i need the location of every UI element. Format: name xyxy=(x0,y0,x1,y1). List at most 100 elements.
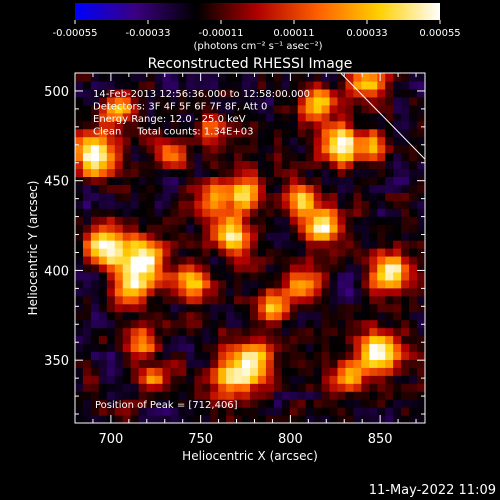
heatmap-cell xyxy=(138,248,148,257)
heatmap-cell xyxy=(106,359,116,368)
heatmap-cell xyxy=(265,152,275,162)
heatmap-cell xyxy=(90,128,100,138)
heatmap-cell xyxy=(82,240,92,249)
heatmap-cell xyxy=(393,391,402,400)
heatmap-cell xyxy=(234,104,243,114)
heatmap-cell xyxy=(90,96,100,106)
heatmap-cell xyxy=(289,112,299,122)
heatmap-cell xyxy=(178,407,187,416)
heatmap-cell xyxy=(369,104,378,114)
heatmap-cell xyxy=(170,136,180,146)
heatmap-cell xyxy=(401,287,410,297)
heatmap-cell xyxy=(106,287,116,297)
heatmap-cell xyxy=(226,192,235,201)
heatmap-cell xyxy=(273,160,283,170)
heatmap-cell xyxy=(154,136,164,146)
heatmap-cell xyxy=(321,120,331,130)
heatmap-cell xyxy=(194,104,203,114)
heatmap-cell xyxy=(265,136,275,146)
heatmap-cell xyxy=(194,88,203,98)
heatmap-cell xyxy=(257,407,267,416)
heatmap-cell xyxy=(305,391,315,400)
heatmap-cell xyxy=(393,96,402,106)
heatmap-cell xyxy=(417,263,425,273)
heatmap-cell xyxy=(130,303,140,313)
heatmap-cell xyxy=(138,216,148,225)
heatmap-cell xyxy=(321,255,331,265)
heatmap-cell xyxy=(289,208,299,217)
heatmap-cell xyxy=(114,343,124,353)
heatmap-cell xyxy=(273,88,283,98)
heatmap-cell xyxy=(297,192,307,201)
heatmap-cell xyxy=(202,112,211,122)
heatmap-cell xyxy=(194,271,203,281)
heatmap-cell xyxy=(313,144,323,154)
heatmap-cell xyxy=(393,200,402,209)
heatmap-cell xyxy=(345,96,355,106)
heatmap-cell xyxy=(178,152,187,162)
heatmap-cell xyxy=(226,343,235,353)
heatmap-cell xyxy=(345,112,355,122)
heatmap-cell xyxy=(130,80,140,90)
heatmap-cell xyxy=(226,136,235,146)
heatmap-cell xyxy=(409,399,418,408)
heatmap-cell xyxy=(154,391,164,400)
heatmap-cell xyxy=(75,311,84,321)
heatmap-cell xyxy=(178,240,187,249)
heatmap-cell xyxy=(329,112,339,122)
heatmap-cell xyxy=(250,311,259,321)
heatmap-cell xyxy=(130,335,140,345)
heatmap-cell xyxy=(393,176,402,185)
heatmap-cell xyxy=(130,263,140,273)
heatmap-cell xyxy=(265,399,275,408)
heatmap-cell xyxy=(82,375,92,384)
heatmap-cell xyxy=(242,216,251,225)
heatmap-cell xyxy=(90,200,100,209)
heatmap-cell xyxy=(377,176,386,185)
heatmap-cell xyxy=(265,144,275,154)
heatmap-cell xyxy=(154,160,164,170)
heatmap-cell xyxy=(194,263,203,273)
heatmap-cell xyxy=(138,192,148,201)
heatmap-cell xyxy=(273,248,283,257)
heatmap-cell xyxy=(130,120,140,130)
heatmap-cell xyxy=(329,287,339,297)
heatmap-cell xyxy=(417,224,425,233)
plot-frame xyxy=(74,72,426,424)
heatmap-cell xyxy=(417,351,425,360)
heatmap-cell xyxy=(281,399,291,408)
heatmap-cell xyxy=(154,240,164,249)
heatmap-cell xyxy=(130,359,140,368)
heatmap-cell xyxy=(154,128,164,138)
heatmap-cell xyxy=(122,359,132,368)
heatmap-cell xyxy=(345,303,355,313)
heatmap-cell xyxy=(130,208,140,217)
heatmap-cell xyxy=(409,104,418,114)
heatmap-cell xyxy=(210,415,219,423)
heatmap-cell xyxy=(138,319,148,329)
heatmap-cell xyxy=(313,184,323,193)
heatmap-cell xyxy=(114,255,124,265)
heatmap-cell xyxy=(289,391,299,400)
heatmap-cell xyxy=(401,136,410,146)
heatmap-cell xyxy=(265,327,275,337)
heatmap-cell xyxy=(353,327,362,337)
heatmap-cell xyxy=(250,128,259,138)
heatmap-cell xyxy=(82,407,92,416)
heatmap-cell xyxy=(154,120,164,130)
heatmap-cell xyxy=(242,232,251,241)
heatmap-cell xyxy=(98,216,108,225)
heatmap-cell xyxy=(202,351,211,360)
heatmap-cell xyxy=(130,319,140,329)
heatmap-cell xyxy=(297,88,307,98)
heatmap-cell xyxy=(82,255,92,265)
heatmap-cell xyxy=(345,319,355,329)
heatmap-cell xyxy=(98,295,108,305)
heatmap-cell xyxy=(417,415,425,423)
heatmap-cell xyxy=(369,367,378,376)
heatmap-cell xyxy=(297,367,307,376)
heatmap-cell xyxy=(170,407,180,416)
heatmap-cell xyxy=(234,73,243,82)
heatmap-cell xyxy=(369,112,378,122)
heatmap-cell xyxy=(265,343,275,353)
